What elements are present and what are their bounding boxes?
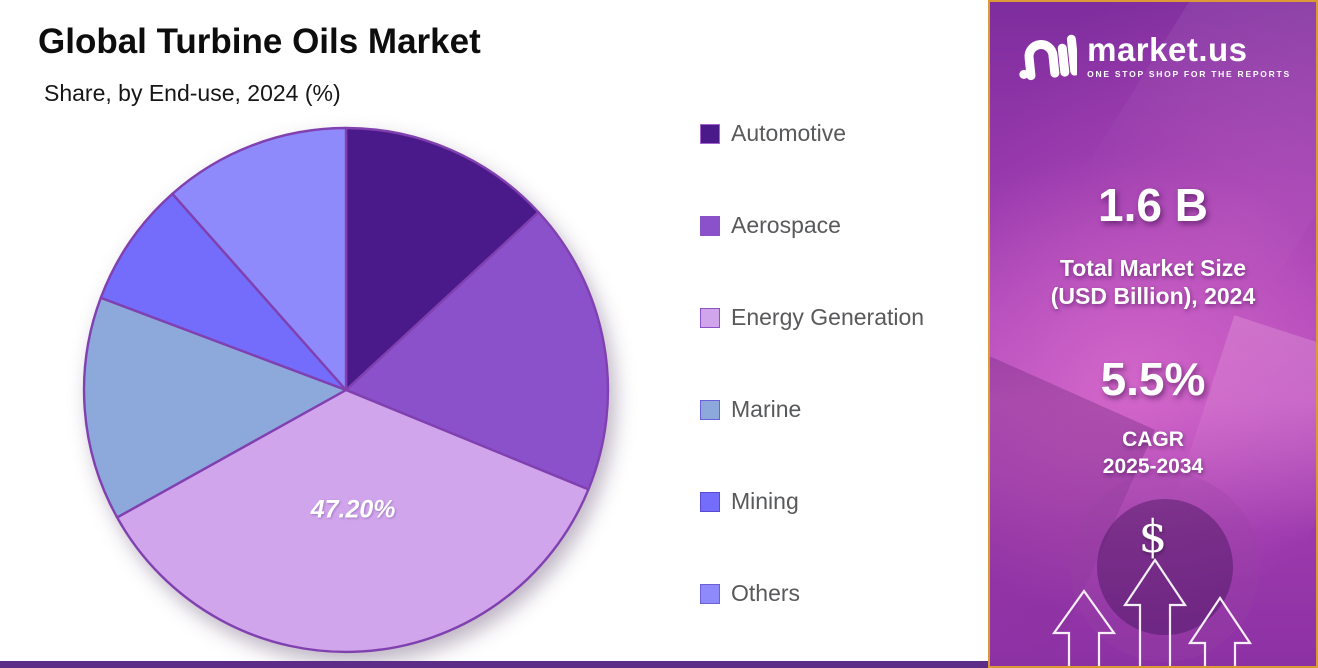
legend-label: Aerospace: [731, 212, 841, 238]
stat-cagr-value: 5.5%: [1100, 353, 1206, 405]
legend-item-automotive: Automotive: [700, 120, 924, 146]
legend-item-others: Others: [700, 580, 924, 606]
legend-swatch: [700, 491, 720, 512]
stat-market-size-label: Total Market Size (USD Billion), 2024: [990, 254, 1316, 310]
stat-label-line: CAGR: [1122, 428, 1184, 451]
legend-label: Mining: [731, 488, 799, 514]
chart-title: Global Turbine Oils Market: [38, 22, 481, 61]
stat-label-line: 2025-2034: [1102, 455, 1204, 478]
up-arrow-center: [1122, 558, 1188, 666]
pie-slice-others: [171, 126, 348, 392]
legend-label: Automotive: [731, 120, 847, 146]
legend-swatch: [700, 583, 720, 604]
legend-item-marine: Marine: [700, 396, 924, 422]
legend-item-aerospace: Aerospace: [700, 212, 924, 238]
pie-slice-marine: [82, 296, 348, 519]
market-us-logo-icon: [1019, 34, 1078, 81]
pie-slice-mining: [99, 192, 348, 392]
legend-label: Marine: [731, 396, 802, 422]
brand-panel: market.us ONE STOP SHOP FOR THE REPORTS …: [988, 0, 1318, 668]
brand-text: market.us ONE STOP SHOP FOR THE REPORTS: [1087, 33, 1291, 79]
stat-label-line: Total Market Size: [1059, 255, 1247, 281]
brand-name: market.us: [1087, 31, 1248, 68]
dollar-icon: $: [1138, 510, 1168, 563]
brand-logo: market.us ONE STOP SHOP FOR THE REPORTS: [990, 30, 1316, 82]
legend-item-mining: Mining: [700, 488, 924, 514]
pie-slice-automotive: [344, 126, 540, 392]
legend-label: Energy Generation: [731, 304, 925, 330]
pie-slice-energy-generation: [115, 388, 590, 654]
legend-swatch: [700, 123, 720, 144]
legend-label: Others: [731, 580, 801, 606]
legend-swatch: [700, 215, 720, 236]
legend-item-energy-generation: Energy Generation: [700, 304, 925, 330]
background-cup-shape: [1070, 472, 1260, 662]
stat-market-size-value: 1.6 B: [1098, 179, 1208, 231]
brand-tagline: ONE STOP SHOP FOR THE REPORTS: [1087, 69, 1291, 79]
up-arrow-right: [1187, 596, 1253, 666]
up-arrow-left: [1051, 589, 1117, 666]
pie-slice-aerospace: [344, 211, 610, 491]
pie-slice-value-label: 47.20%: [310, 495, 396, 524]
pie-chart: [82, 126, 610, 654]
legend: Automotive Aerospace Energy Generation Mari…: [700, 120, 925, 606]
legend-swatch: [700, 307, 720, 328]
bottom-accent-bar: [0, 661, 1318, 668]
legend-swatch: [700, 399, 720, 420]
stat-cagr-label: CAGR 2025-2034: [990, 426, 1316, 480]
growth-arrows-icon: [1051, 558, 1253, 666]
chart-subtitle: Share, by End-use, 2024 (%): [44, 80, 341, 106]
stat-label-line: (USD Billion), 2024: [1050, 283, 1256, 309]
